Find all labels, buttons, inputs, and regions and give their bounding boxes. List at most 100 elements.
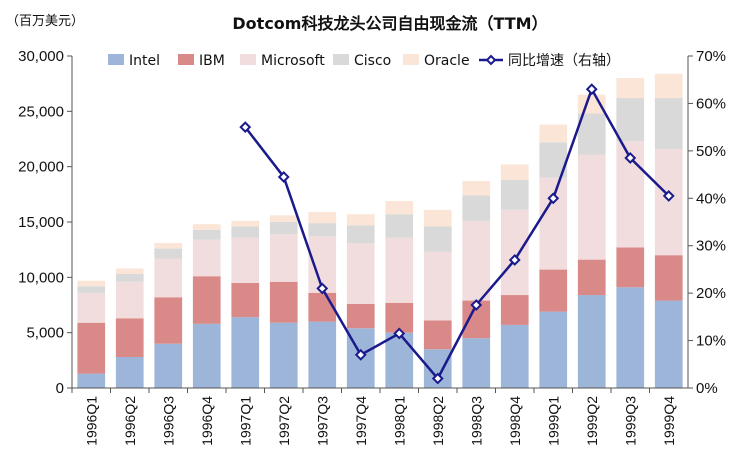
right-tick-label: 50% xyxy=(696,143,726,160)
bar-cisco-1998Q1 xyxy=(385,214,414,238)
x-tick-label: 1998Q1 xyxy=(391,396,407,446)
x-tick-label: 1997Q2 xyxy=(276,396,292,446)
bar-oracle-1999Q1 xyxy=(539,124,568,143)
bar-ibm-1998Q2 xyxy=(423,320,452,350)
growth-point-1997Q4 xyxy=(354,348,367,361)
right-tick-label: 10% xyxy=(696,333,726,350)
growth-point-1998Q4 xyxy=(508,254,521,266)
bar-cisco-1999Q3 xyxy=(616,98,645,142)
bar-oracle-1997Q4 xyxy=(346,214,375,226)
bar-microsoft-1998Q3 xyxy=(462,220,491,301)
bar-oracle-1998Q2 xyxy=(423,209,452,227)
bar-oracle-1996Q2 xyxy=(115,268,144,275)
left-tick-label: 10,000 xyxy=(18,269,64,286)
chart-title: Dotcom科技龙头公司自由现金流（TTM） xyxy=(232,14,547,33)
bar-microsoft-1997Q4 xyxy=(346,243,375,304)
growth-point-1999Q3 xyxy=(624,152,637,164)
legend-swatch-intel xyxy=(108,54,124,65)
bar-cisco-1998Q2 xyxy=(423,226,452,252)
bar-intel-1996Q1 xyxy=(77,373,106,388)
bar-intel-1999Q4 xyxy=(654,300,683,388)
x-tick-label: 1999Q2 xyxy=(584,396,600,446)
right-tick-label: 20% xyxy=(696,285,726,302)
bar-intel-1997Q3 xyxy=(308,321,337,388)
growth-point-1997Q3 xyxy=(316,282,329,295)
bar-ibm-1996Q2 xyxy=(115,318,144,358)
bar-oracle-1998Q1 xyxy=(385,200,414,215)
legend-swatch-growth-marker xyxy=(485,54,497,66)
bar-microsoft-1996Q2 xyxy=(115,281,144,319)
legend-label-microsoft: Microsoft xyxy=(261,53,325,69)
bar-intel-1997Q1 xyxy=(231,317,260,388)
x-tick-label: 1997Q3 xyxy=(314,396,330,446)
left-tick-label: 5,000 xyxy=(26,325,64,342)
legend-label-oracle: Oracle xyxy=(424,53,470,69)
growth-point-1998Q1 xyxy=(393,327,406,340)
x-tick-label: 1998Q2 xyxy=(430,396,446,446)
legend-label-growth: 同比增速（右轴） xyxy=(508,53,620,69)
bar-cisco-1998Q3 xyxy=(462,195,491,221)
x-tick-label: 1997Q1 xyxy=(237,396,253,446)
bar-oracle-1999Q4 xyxy=(654,73,683,99)
growth-point-1997Q1 xyxy=(239,121,252,134)
bar-ibm-1996Q4 xyxy=(192,276,221,324)
bar-microsoft-1996Q3 xyxy=(154,258,183,298)
bar-oracle-1996Q1 xyxy=(77,280,106,287)
bar-cisco-1999Q2 xyxy=(577,113,606,155)
bar-ibm-1998Q4 xyxy=(500,295,529,325)
growth-point-1998Q2 xyxy=(431,372,444,385)
bar-microsoft-1999Q4 xyxy=(654,148,683,256)
bar-cisco-1996Q1 xyxy=(77,286,106,293)
bar-cisco-1996Q4 xyxy=(192,229,221,240)
bar-cisco-1997Q1 xyxy=(231,226,260,238)
left-tick-label: 30,000 xyxy=(18,48,64,65)
bar-oracle-1997Q2 xyxy=(269,215,298,222)
axes: 0 5,000 10,000 15,000 20,000 25,000 30,000 0% 10… xyxy=(18,48,726,446)
bar-oracle-1996Q4 xyxy=(192,224,221,230)
growth-line-layer xyxy=(239,83,675,385)
legend-label-cisco: Cisco xyxy=(354,53,391,69)
left-tick-label: 20,000 xyxy=(18,159,64,176)
bar-intel-1996Q2 xyxy=(115,357,144,388)
bar-microsoft-1996Q1 xyxy=(77,292,106,323)
bar-intel-1999Q1 xyxy=(539,311,568,388)
legend-label-intel: Intel xyxy=(129,53,160,69)
growth-point-1998Q3 xyxy=(470,299,483,311)
x-tick-label: 1996Q4 xyxy=(199,396,215,446)
bar-oracle-1997Q3 xyxy=(308,212,337,224)
bar-ibm-1997Q4 xyxy=(346,303,375,329)
bar-cisco-1999Q4 xyxy=(654,98,683,149)
bar-microsoft-1998Q2 xyxy=(423,251,452,321)
left-tick-label: 15,000 xyxy=(18,214,64,231)
bar-intel-1999Q2 xyxy=(577,295,606,388)
bar-microsoft-1998Q4 xyxy=(500,209,529,296)
y-unit-label: （百万美元） xyxy=(6,14,84,29)
bar-ibm-1997Q3 xyxy=(308,292,337,322)
bar-oracle-1997Q1 xyxy=(231,220,260,227)
bar-microsoft-1997Q1 xyxy=(231,237,260,283)
x-tick-label: 1996Q1 xyxy=(83,396,99,446)
left-tick-label: 0 xyxy=(56,380,64,397)
bar-intel-1998Q1 xyxy=(385,332,414,388)
legend-swatch-oracle xyxy=(403,54,419,65)
growth-point-1999Q2 xyxy=(585,83,598,96)
bar-microsoft-1997Q2 xyxy=(269,234,298,282)
x-tick-label: 1997Q4 xyxy=(353,396,369,446)
bar-microsoft-1999Q1 xyxy=(539,177,568,270)
growth-point-1999Q4 xyxy=(662,189,675,202)
bar-ibm-1999Q3 xyxy=(616,247,645,288)
right-tick-label: 40% xyxy=(696,190,726,207)
right-tick-label: 70% xyxy=(696,48,726,65)
x-tick-label: 1996Q2 xyxy=(122,396,138,446)
bar-cisco-1997Q3 xyxy=(308,223,337,237)
bar-oracle-1998Q4 xyxy=(500,164,529,180)
left-tick-label: 25,000 xyxy=(18,103,64,120)
bar-intel-1999Q3 xyxy=(616,287,645,388)
bar-ibm-1997Q1 xyxy=(231,282,260,318)
bar-intel-1996Q3 xyxy=(154,343,183,388)
x-tick-label: 1999Q3 xyxy=(622,396,638,446)
bar-cisco-1996Q3 xyxy=(154,248,183,259)
right-tick-label: 0% xyxy=(696,380,718,397)
